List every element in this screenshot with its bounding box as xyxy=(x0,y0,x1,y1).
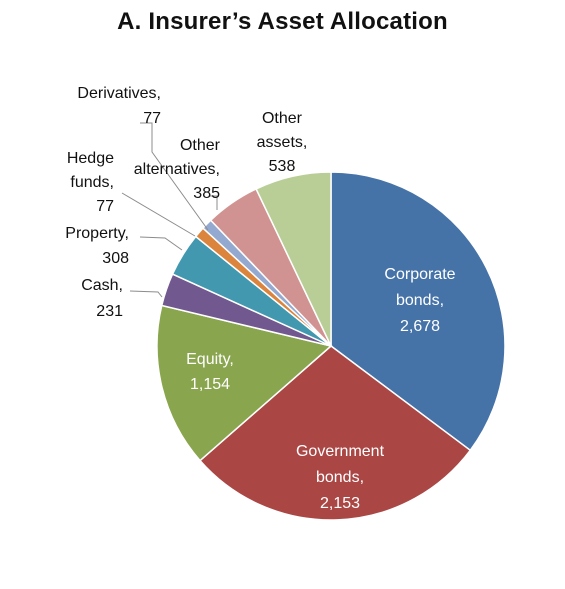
pie-slice-equity xyxy=(156,304,333,462)
slice-label-other-alternatives: Other alternatives, 385 xyxy=(134,137,221,202)
slice-label-corporate-bonds: Corporate bonds, 2,678 xyxy=(384,266,455,335)
slice-label-other-assets: Other assets, 538 xyxy=(257,110,308,175)
slice-label-equity: Equity, 1,154 xyxy=(186,351,234,393)
leader-line-hedge-funds xyxy=(121,192,196,237)
leader-line-property xyxy=(139,236,183,251)
pie-slice-other-assets xyxy=(255,171,332,347)
slice-label-property: Property, 308 xyxy=(65,225,129,267)
slice-label-government-bonds: Government bonds, 2,153 xyxy=(296,443,385,512)
slice-label-hedge-funds: Hedge funds, 77 xyxy=(67,150,114,215)
chart-title: A. Insurer’s Asset Allocation xyxy=(117,8,448,35)
slice-label-derivatives: Derivatives, 77 xyxy=(77,85,161,127)
leader-line-other-alternatives xyxy=(210,195,218,210)
leader-line-derivatives xyxy=(140,122,209,231)
leader-line-cash xyxy=(129,290,163,298)
pie-slice-government-bonds xyxy=(199,345,472,521)
slice-label-cash: Cash, 231 xyxy=(81,277,123,320)
pie-slice-corporate-bonds xyxy=(330,171,506,452)
